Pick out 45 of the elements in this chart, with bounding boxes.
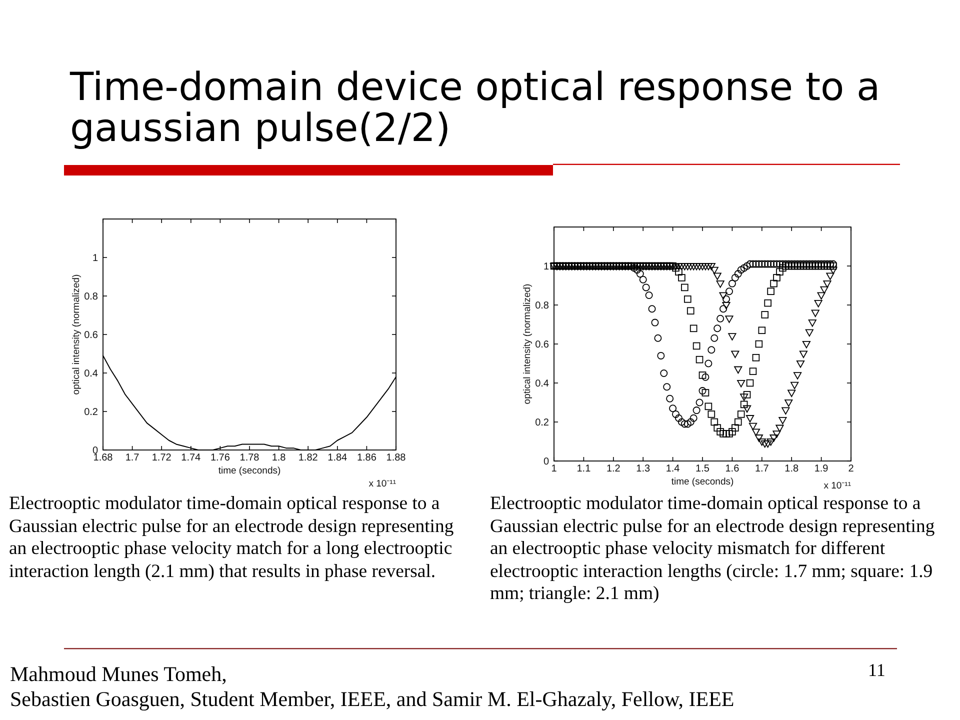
y-tick-label: 0 (543, 456, 550, 468)
x-tick-label: 1.6 (725, 464, 740, 474)
y-axis-title: optical intensity (normalized) (71, 274, 82, 395)
x-tick-label: 1.3 (636, 464, 650, 474)
y-tick-label: 1 (92, 253, 98, 264)
text: x 10⁻¹¹ (824, 480, 851, 492)
x-tick-label: 1.5 (696, 464, 710, 474)
text: Sebastien Goasguen, Student Member, IEEE, and Samir M. El-Ghazaly, Fellow, IEEE (10, 687, 734, 711)
x-tick-label: 1.9 (814, 464, 829, 474)
y-tick-label: 0.4 (535, 378, 550, 390)
x-tick-label: 1.82 (298, 452, 318, 464)
x-axis-title: time (seconds) (218, 466, 281, 476)
x-tick-label: 1.7 (754, 464, 770, 474)
text: Electrooptic modulator time-domain optical response to a Gaussian electric pulse for an electrode design representing an electrooptic phase velocity match for a long electrooptic interaction length (2.1 mm) that results in phase reversal. (9, 493, 455, 583)
y-tick-label: 0.8 (535, 300, 550, 312)
text: x 10⁻¹¹ (368, 478, 396, 490)
text: Electrooptic modulator time-domain optical response to a Gaussian electric pulse for an electrode design representing an electrooptic phase velocity mismatch for different electrooptic interaction lengths (circle: 1.7 mm; square: 1.9 mm; triangle: 2.1 mm) (490, 493, 936, 606)
x-tick-label: 1.86 (356, 452, 377, 464)
x-tick-label: 1.72 (152, 452, 172, 464)
x-tick-label: 1.74 (181, 452, 202, 464)
y-tick-label: 1 (543, 262, 550, 272)
x-tick-label: 1.76 (210, 452, 230, 464)
text: Mahmoud Munes Tomeh, (10, 662, 227, 686)
y-axis-title: optical intensity (normalized) (522, 284, 533, 404)
y-tick-label: 0.6 (84, 330, 98, 341)
x-axis-title: time (seconds) (671, 476, 734, 488)
x-tick-label: 1.68 (93, 452, 114, 464)
x-tick-label: 1.2 (606, 464, 621, 474)
x-tick-label: 2 (848, 464, 854, 474)
x-tick-label: 1.78 (240, 452, 260, 464)
text: 11 (868, 659, 886, 681)
text: Time-domain device optical response to a gaussian pulse(2/2) (70, 65, 882, 151)
x-tick-label: 1.8 (272, 452, 286, 464)
x-tick-label: 1.1 (576, 464, 592, 474)
y-tick-label: 0.2 (535, 418, 550, 428)
x-tick-label: 1.4 (666, 464, 680, 474)
y-tick-label: 0.4 (84, 368, 98, 380)
x-tick-label: 1.7 (125, 452, 140, 464)
x-tick-label: 1.88 (386, 452, 406, 464)
y-tick-label: 0.8 (84, 292, 98, 302)
y-tick-label: 0.6 (535, 340, 550, 350)
x-tick-label: 1.8 (784, 464, 799, 474)
x-tick-label: 1.84 (328, 452, 348, 464)
x-tick-label: 1 (551, 464, 558, 474)
y-tick-label: 0.2 (84, 407, 98, 418)
